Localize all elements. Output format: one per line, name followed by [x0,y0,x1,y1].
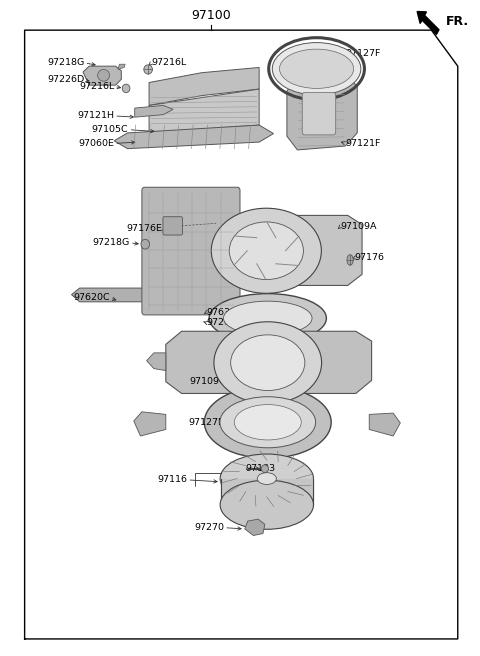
Text: 97100: 97100 [192,9,231,22]
Polygon shape [149,68,259,106]
Ellipse shape [211,208,322,293]
Text: 97109A: 97109A [340,222,377,231]
Polygon shape [147,353,166,371]
Text: 97176E: 97176E [127,224,162,233]
Ellipse shape [229,222,303,279]
Ellipse shape [122,84,130,92]
Text: 97116: 97116 [157,476,187,484]
Polygon shape [134,412,166,436]
Text: 97105C: 97105C [92,125,129,134]
Text: 97176: 97176 [355,253,385,262]
Ellipse shape [144,65,153,74]
FancyBboxPatch shape [163,216,182,235]
Text: 97127F: 97127F [345,49,381,58]
Polygon shape [287,76,357,150]
Ellipse shape [231,335,305,390]
Text: 97218G: 97218G [93,238,130,247]
Polygon shape [114,125,274,149]
Ellipse shape [234,405,301,440]
Text: 97121F: 97121F [345,139,381,148]
Text: FR.: FR. [446,15,469,28]
Ellipse shape [347,255,353,265]
Text: 97270: 97270 [194,523,224,532]
Ellipse shape [224,301,312,335]
Text: 97183: 97183 [246,464,276,472]
Text: 97226D: 97226D [47,75,84,85]
Text: 97109C: 97109C [189,377,226,386]
Text: 97620C: 97620C [73,293,110,302]
Ellipse shape [220,454,313,503]
Ellipse shape [141,239,150,249]
Polygon shape [170,215,362,285]
Polygon shape [369,413,400,436]
Polygon shape [166,331,372,394]
Text: 97632B: 97632B [206,308,243,317]
Ellipse shape [220,397,316,448]
Polygon shape [118,64,125,70]
Text: 97218G: 97218G [47,58,84,68]
FancyBboxPatch shape [302,92,336,135]
FancyBboxPatch shape [142,187,240,315]
Text: 97206C: 97206C [206,318,243,327]
Text: 97060E: 97060E [78,139,114,148]
Polygon shape [245,519,265,535]
Ellipse shape [261,465,268,473]
Ellipse shape [272,43,361,95]
Ellipse shape [214,322,322,403]
Polygon shape [135,106,173,117]
Ellipse shape [97,70,109,81]
Ellipse shape [209,294,326,342]
Text: 97216L: 97216L [152,58,187,68]
Ellipse shape [220,480,313,529]
Ellipse shape [257,473,276,484]
Ellipse shape [279,49,354,89]
Polygon shape [72,288,150,302]
Polygon shape [149,89,259,133]
Polygon shape [83,66,121,85]
FancyArrow shape [417,12,439,35]
Ellipse shape [204,386,331,459]
Text: 97216L: 97216L [79,82,114,91]
Text: 97127D: 97127D [188,418,226,427]
Text: 97121H: 97121H [77,112,114,121]
